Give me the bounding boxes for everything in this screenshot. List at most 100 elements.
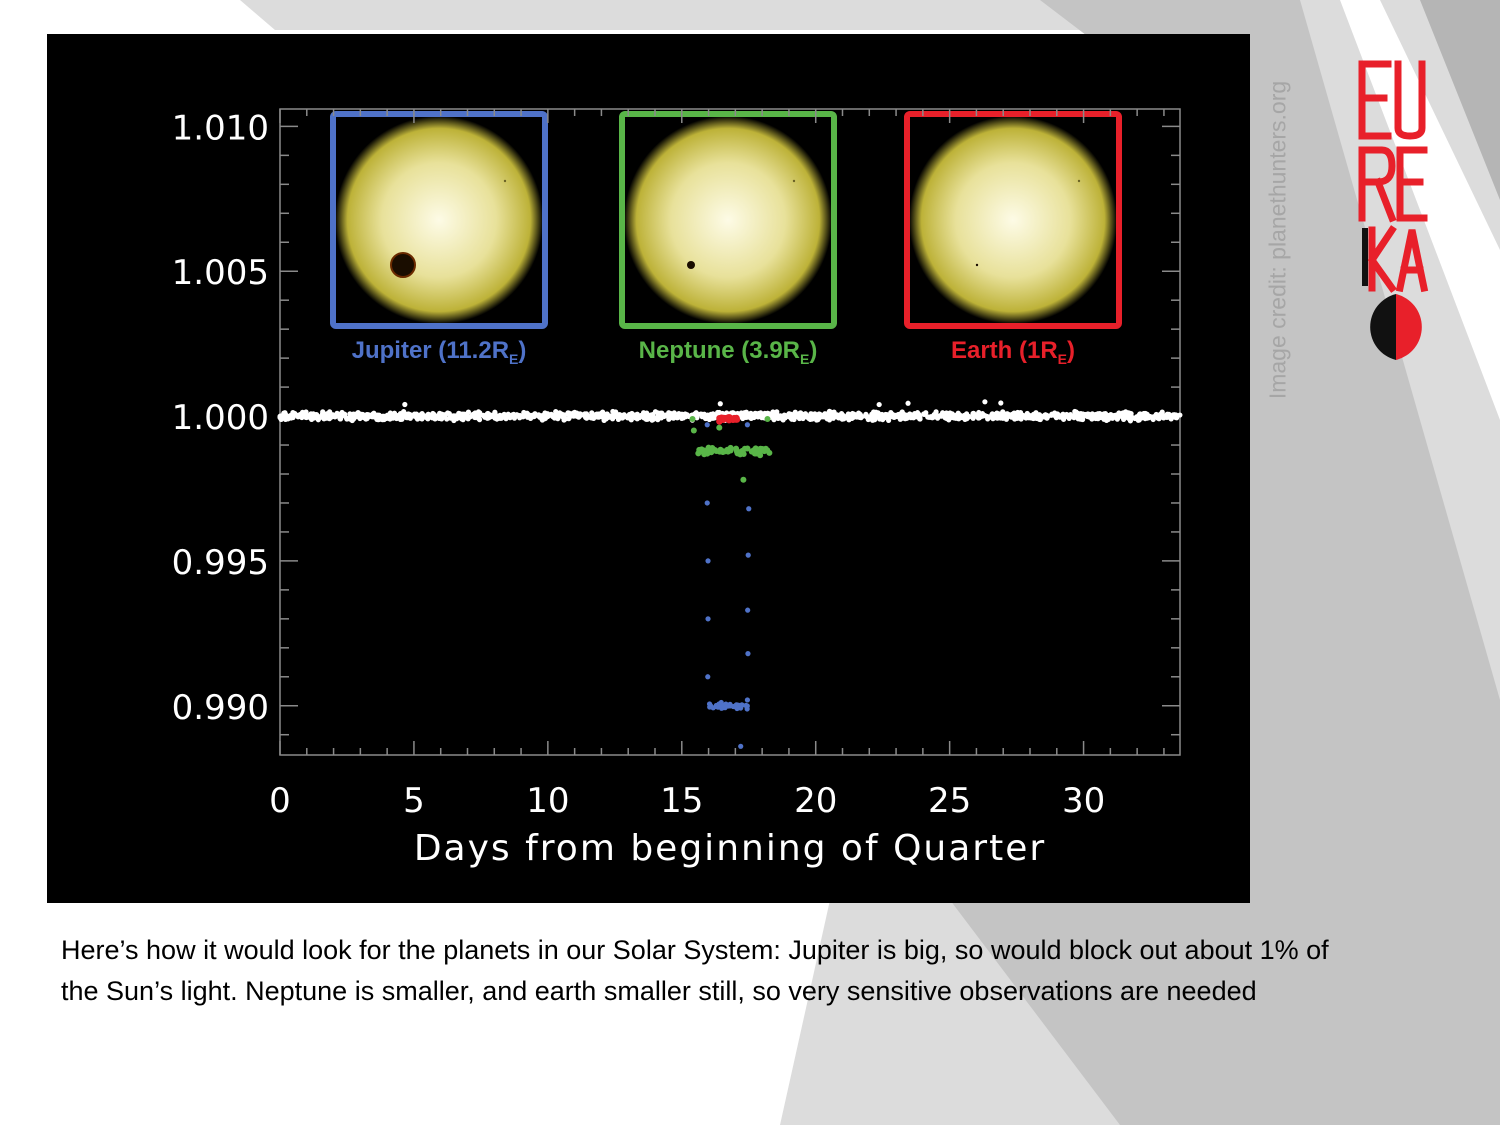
baseline-point [498, 413, 504, 419]
plot-frame [279, 108, 1181, 756]
baseline-point [891, 414, 897, 421]
neptune-point [711, 446, 718, 453]
x-tick-label: 10 [526, 781, 569, 821]
sunspot [503, 179, 507, 183]
baseline-point [348, 412, 354, 418]
transit-plot-panel: Jupiter (11.2RE) Neptune (3.9RE) Earth (1R… [47, 34, 1250, 903]
baseline-point [743, 409, 749, 415]
baseline-point [813, 417, 820, 423]
baseline-point [1150, 416, 1156, 423]
baseline-point [309, 416, 315, 423]
baseline-point [613, 409, 619, 415]
baseline-point [923, 410, 929, 416]
baseline-point [975, 412, 981, 418]
baseline-point [616, 414, 622, 420]
neptune-point [764, 415, 771, 422]
baseline-point [303, 409, 309, 415]
baseline-point [885, 415, 891, 421]
baseline-point [1006, 412, 1013, 418]
jupiter-point [734, 702, 740, 708]
series-name: Jupiter (11.2R [352, 337, 509, 364]
baseline-point [774, 411, 780, 418]
jupiter-point [704, 500, 710, 506]
baseline-point [998, 400, 1004, 406]
neptune-point [758, 446, 765, 453]
baseline-point [851, 411, 857, 417]
x-axis-label: Days from beginning of Quarter [414, 828, 1046, 869]
baseline-point [471, 412, 477, 418]
baseline-point [629, 414, 635, 420]
baseline-point [855, 414, 862, 420]
baseline-point [293, 412, 299, 418]
x-tick-label: 25 [928, 781, 971, 821]
baseline-point [897, 416, 903, 422]
jupiter-point [745, 607, 751, 613]
baseline-point [907, 411, 913, 417]
y-tick-label: 1.005 [172, 253, 269, 293]
baseline-point [537, 414, 543, 420]
baseline-point [738, 410, 744, 416]
baseline-point [1082, 412, 1088, 418]
baseline-point [994, 410, 1000, 416]
x-tick-label: 30 [1062, 781, 1105, 821]
baseline-point [1093, 412, 1099, 418]
neptune-point [719, 448, 726, 455]
baseline-point [680, 411, 686, 418]
jupiter-point [724, 703, 730, 709]
baseline-point [523, 413, 530, 419]
baseline-point [947, 414, 953, 420]
x-tick-label: 5 [403, 781, 425, 821]
baseline-point [717, 401, 723, 407]
neptune-point [762, 445, 769, 452]
neptune-point [690, 427, 697, 434]
baseline-point [610, 414, 617, 420]
baseline-point [566, 416, 572, 422]
baseline-point [1011, 410, 1017, 416]
baseline-point [633, 413, 639, 419]
baseline-point [970, 410, 976, 417]
baseline-point [999, 412, 1005, 418]
baseline-point [642, 413, 648, 419]
series-name: Neptune (3.9R [639, 337, 800, 364]
baseline-point [365, 412, 371, 418]
baseline-point [929, 415, 936, 421]
sunspot [792, 179, 796, 183]
baseline-point [1042, 414, 1048, 420]
baseline-point [591, 412, 598, 418]
baseline-point [621, 412, 628, 418]
baseline-point [1122, 409, 1128, 415]
baseline-point [959, 414, 965, 420]
baseline-point [397, 413, 403, 419]
baseline-point [1132, 415, 1138, 422]
neptune-point [695, 450, 702, 457]
baseline-point [457, 411, 464, 418]
neptune-point [751, 447, 758, 454]
baseline-point [1057, 414, 1063, 420]
baseline-point [1071, 414, 1077, 420]
baseline-point [824, 416, 830, 422]
jupiter-point [744, 703, 750, 710]
baseline-point [646, 414, 652, 421]
baseline-point [1089, 416, 1095, 422]
sun-disc [335, 116, 543, 324]
series-name: Earth (1R [951, 337, 1058, 364]
earth-point [733, 414, 740, 422]
baseline-point [376, 412, 382, 418]
sunspot [1077, 179, 1081, 183]
baseline-point [666, 416, 672, 422]
baseline-point [867, 415, 873, 421]
baseline-point [582, 412, 588, 418]
baseline-point [509, 412, 516, 418]
jupiter-point [745, 552, 751, 558]
baseline-point [299, 414, 305, 421]
baseline-point [402, 401, 408, 408]
neptune-point [705, 447, 712, 454]
baseline-point [573, 412, 579, 418]
baseline-point [876, 413, 882, 420]
jupiter-point [705, 558, 711, 564]
baseline-point [650, 416, 657, 422]
baseline-point [1121, 415, 1128, 421]
y-tick-label: 0.995 [172, 543, 269, 583]
baseline-point [767, 411, 773, 417]
baseline-point [739, 414, 745, 420]
